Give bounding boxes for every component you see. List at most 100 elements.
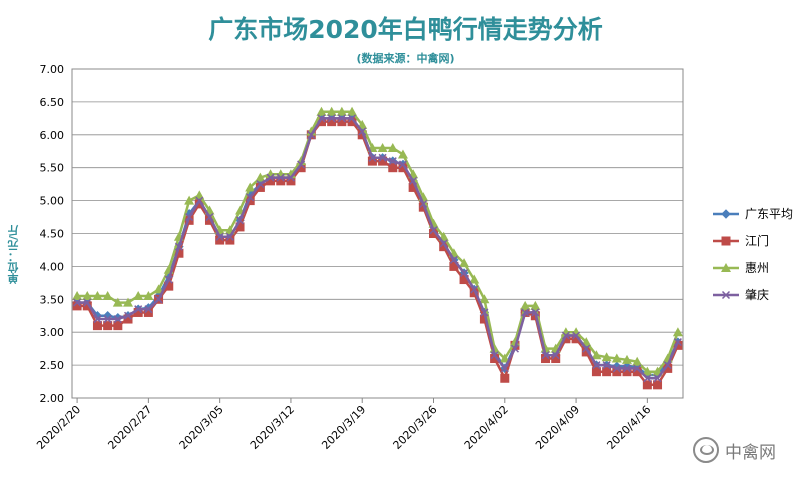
data-point (255, 182, 265, 192)
data-point (612, 364, 621, 373)
data-point (531, 308, 540, 317)
data-point (316, 117, 326, 127)
data-point (663, 361, 672, 370)
data-point (327, 117, 337, 127)
data-point (388, 157, 397, 166)
data-point (144, 305, 153, 314)
data-point (153, 284, 164, 294)
data-point (459, 258, 470, 268)
series-line-3 (77, 110, 680, 373)
data-point (266, 173, 275, 182)
x-tick-label: 2020/4/02 (462, 403, 511, 452)
x-tick-label: 2020/4/09 (533, 403, 582, 452)
data-point (235, 222, 245, 232)
data-point (83, 298, 92, 307)
series-line-4 (77, 117, 680, 380)
data-point (82, 301, 92, 311)
x-tick-label: 2020/3/26 (391, 403, 440, 452)
data-point (316, 106, 327, 116)
data-point (123, 314, 133, 324)
data-point (113, 315, 122, 324)
data-point (286, 176, 296, 186)
data-point (490, 351, 499, 360)
data-point (347, 117, 357, 127)
data-point (225, 232, 234, 241)
data-point (113, 321, 123, 331)
data-point (93, 315, 102, 324)
data-point (204, 215, 214, 225)
data-point (336, 106, 347, 116)
watermark-text: 中禽网 (725, 442, 776, 463)
data-point (82, 291, 93, 301)
data-point (184, 195, 195, 205)
data-point (72, 291, 83, 301)
data-point (134, 305, 143, 314)
data-point (612, 367, 622, 377)
chart-title: 广东市场2020年白鸭行情走势分析 (208, 15, 603, 44)
data-point (225, 235, 235, 245)
x-tick-label: 2020/2/27 (105, 403, 154, 452)
data-point (102, 291, 113, 301)
legend-label: 肇庆 (745, 287, 769, 302)
data-point (541, 354, 551, 364)
data-point (92, 291, 103, 301)
y-tick-label: 3.00 (40, 326, 65, 339)
data-point (551, 351, 560, 360)
data-point (632, 356, 643, 366)
data-point (499, 353, 510, 363)
data-point (571, 334, 581, 344)
data-point (123, 311, 133, 320)
data-point (633, 364, 642, 373)
data-point (377, 142, 388, 152)
data-point (551, 354, 561, 364)
data-point (581, 347, 591, 357)
data-point (235, 216, 245, 225)
data-point (378, 153, 387, 162)
data-point (490, 354, 500, 364)
wechat-icon (693, 437, 719, 463)
data-point (429, 229, 439, 238)
data-point (358, 127, 367, 136)
data-point (673, 340, 683, 350)
chart-subtitle: (数据来源：中禽网) (356, 52, 455, 65)
data-point (245, 182, 256, 192)
data-point (540, 343, 551, 353)
data-point (276, 173, 285, 182)
data-point (480, 308, 489, 317)
data-point (266, 176, 276, 186)
data-point (174, 242, 183, 251)
y-tick-label: 6.00 (40, 129, 65, 142)
data-point (592, 361, 601, 370)
data-point (673, 338, 682, 347)
data-point (602, 361, 611, 370)
data-point (663, 363, 673, 373)
y-tick-label: 4.00 (40, 260, 65, 273)
data-point (92, 321, 102, 331)
y-tick-label: 6.50 (40, 96, 65, 109)
data-point (133, 291, 144, 301)
data-point (296, 163, 306, 173)
data-point (500, 364, 509, 373)
legend-marker (721, 263, 731, 272)
data-point (398, 160, 407, 169)
data-point (459, 275, 469, 285)
legend-marker (721, 209, 731, 219)
data-point (215, 232, 224, 241)
data-point (326, 106, 337, 116)
data-point (429, 226, 438, 235)
data-point (348, 114, 357, 123)
y-tick-label: 2.00 (40, 392, 65, 405)
data-point (591, 367, 601, 377)
data-point (327, 114, 336, 123)
data-point (653, 374, 662, 383)
data-point (245, 196, 255, 206)
data-point (286, 173, 295, 182)
data-point (378, 156, 388, 166)
data-point (103, 321, 113, 331)
data-point (653, 380, 663, 390)
data-point (255, 172, 266, 182)
data-point (439, 239, 448, 248)
data-point (611, 353, 622, 363)
y-tick-label: 2.50 (40, 359, 65, 372)
